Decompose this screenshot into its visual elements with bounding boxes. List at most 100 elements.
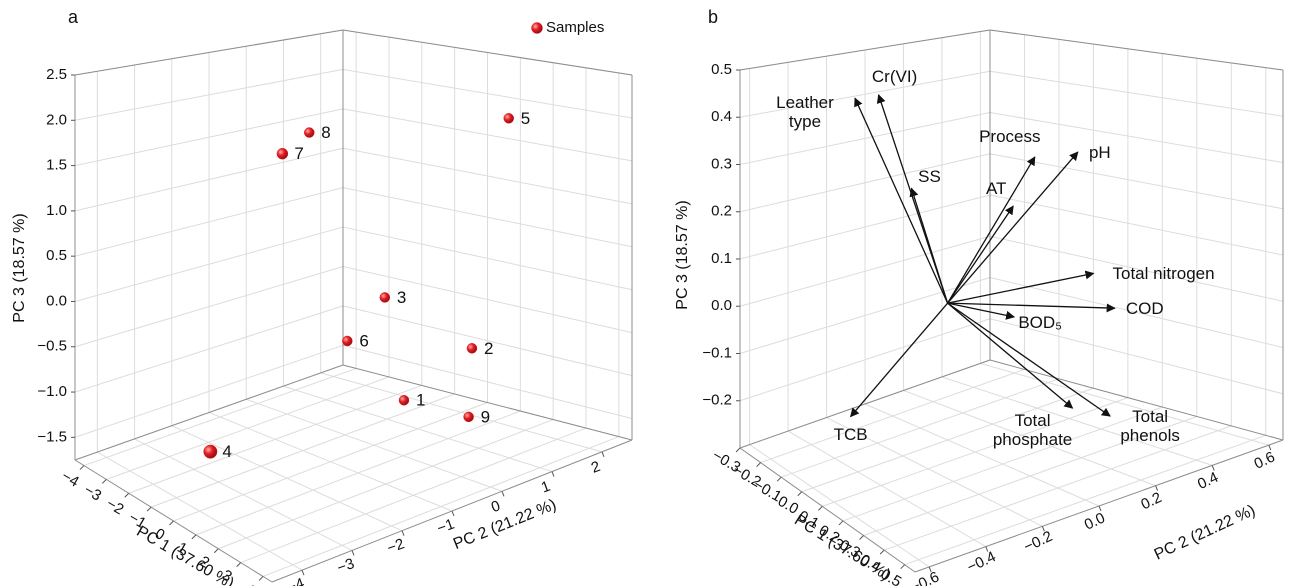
box-edge (342, 29, 633, 76)
point-label: 3 (397, 288, 406, 307)
vector-label: pH (1088, 142, 1111, 162)
grid-line (246, 398, 503, 492)
vector-label: BOD₅ (1018, 313, 1063, 333)
grid-line (74, 68, 344, 121)
grid-line (739, 277, 991, 354)
vector-label: Total nitrogen (1112, 263, 1215, 283)
z-tick-label: 2.5 (46, 66, 67, 83)
tick-mark (236, 562, 242, 567)
point-label: 9 (481, 407, 490, 426)
grid-line (989, 194, 1284, 256)
axis-label: PC 1 (37.60 %) (134, 523, 237, 586)
z-tick-label: 0.5 (46, 247, 67, 264)
axis-label: PC 2 (21.22 %) (1152, 502, 1258, 564)
x-tick-label: 4 (241, 581, 257, 586)
tick-mark (1041, 526, 1045, 532)
y-tick-label: −2 (385, 535, 407, 557)
tick-mark (1268, 444, 1272, 451)
z-tick-label: 0.2 (711, 203, 732, 220)
y-tick-label: −4 (285, 575, 307, 586)
grid-line (989, 153, 1284, 210)
legend-marker (531, 22, 543, 34)
box-edge (739, 359, 991, 449)
grid-line (74, 226, 344, 302)
loading-arrow (909, 187, 949, 304)
grid-line (342, 147, 633, 205)
sample-point (503, 113, 514, 124)
vector-label: Process (979, 127, 1041, 147)
z-tick-label: −0.1 (702, 344, 732, 361)
z-tick-label: 0.3 (711, 155, 732, 172)
box-edge (74, 29, 344, 76)
grid-line (342, 305, 633, 377)
y-tick-label: 0.6 (1252, 448, 1278, 472)
point-label: 2 (484, 339, 493, 358)
tick-mark (797, 491, 803, 497)
sample-point (342, 335, 353, 347)
grid-line (74, 265, 344, 348)
tick-mark (79, 465, 85, 470)
loading-arrow (947, 156, 1036, 304)
z-tick-label: −0.5 (37, 338, 67, 355)
tick-mark (1098, 505, 1102, 512)
point-label: 5 (521, 109, 530, 128)
z-tick-label: −1.5 (37, 428, 67, 445)
tick-mark (817, 505, 823, 511)
y-tick-label: 0.0 (1082, 509, 1108, 533)
vector-label: Total phosphate (992, 411, 1073, 450)
loading-arrow (947, 302, 1116, 313)
y-tick-label: −3 (335, 555, 357, 577)
tick-mark (124, 492, 130, 498)
grid-line (97, 451, 303, 571)
vector-label: COD (1125, 298, 1164, 318)
grid-line (989, 318, 1284, 395)
z-tick-label: 0.0 (46, 292, 67, 309)
grid-line (208, 412, 453, 512)
grid-line (739, 70, 991, 118)
point-label: 4 (222, 442, 231, 461)
tick-mark (551, 471, 555, 477)
loading-arrow (947, 302, 1074, 409)
box-edge (74, 364, 344, 461)
grid-line (74, 344, 344, 438)
x-tick-label: −3 (81, 481, 104, 504)
z-tick-label: 0.1 (711, 250, 732, 267)
grid-line (739, 318, 991, 402)
grid-line (342, 226, 633, 291)
vector-label: Leather type (776, 93, 834, 132)
tick-mark (191, 534, 197, 540)
z-tick-label: 1.5 (46, 157, 67, 174)
vector-label-box: Process (979, 127, 1041, 147)
z-tick-label: 0.4 (711, 108, 732, 125)
grid-line (283, 385, 553, 473)
vector-label-box: BOD₅ (1018, 313, 1063, 333)
loading-arrow (850, 302, 949, 418)
box-edge (989, 29, 1284, 71)
sample-point (463, 411, 474, 423)
sample-point (379, 292, 391, 303)
vector-label-box: TCB (834, 425, 868, 444)
loading-arrow (947, 151, 1079, 304)
loading-arrow (947, 302, 1111, 417)
vector-label: SS (918, 166, 941, 186)
grid-line (989, 277, 1284, 348)
grid-line (941, 376, 1213, 466)
box-edge (739, 447, 916, 573)
vector-label-box: Total phosphate (992, 411, 1073, 450)
grid-line (739, 194, 991, 260)
sample-point (466, 343, 478, 354)
legend-label: Samples (546, 19, 604, 36)
grid-line (342, 265, 633, 334)
grid-line (74, 305, 344, 393)
grid-line (739, 112, 991, 165)
vector-label-box: Total phenols (1120, 407, 1180, 446)
grid-line (787, 430, 987, 548)
x-tick-label: −4 (59, 467, 82, 490)
loading-arrow (947, 205, 1014, 304)
vector-label: Total phenols (1120, 407, 1180, 446)
tick-mark (169, 520, 174, 526)
vector-label-box: SS (918, 166, 941, 186)
box-edge (739, 29, 991, 71)
loading-arrow (854, 97, 949, 304)
tick-mark (756, 462, 761, 467)
